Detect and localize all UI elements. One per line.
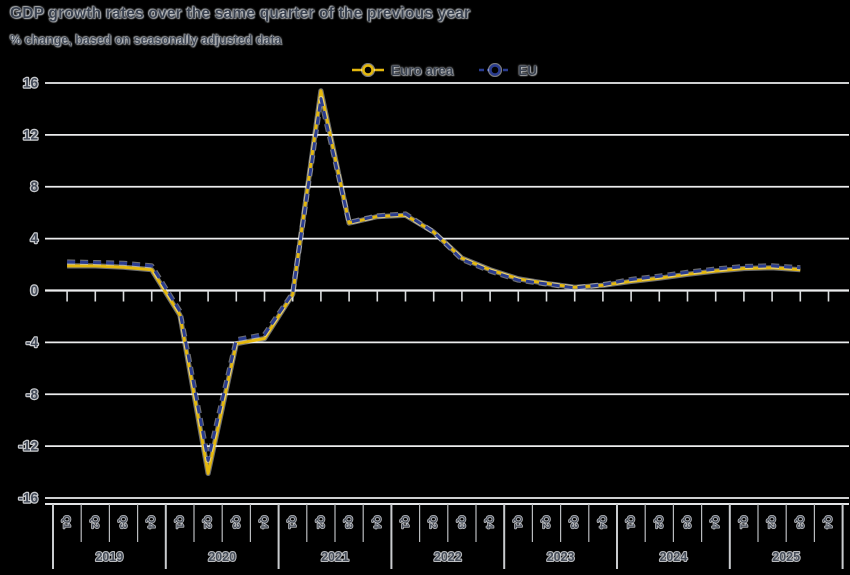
- legend-item-eu: EU: [479, 63, 537, 78]
- x-axis-year-label: 2022: [434, 550, 462, 564]
- y-axis-tick-label: 0: [30, 283, 38, 298]
- x-axis-quarter-label: Q4: [822, 515, 833, 529]
- series-line-halo: [67, 96, 801, 463]
- x-axis-quarter-label: Q3: [681, 515, 692, 529]
- euro-area-line-marker-icon: [352, 63, 384, 77]
- chart-legend: Euro area EU: [352, 61, 537, 79]
- series-line-euro-area: [67, 89, 801, 475]
- x-axis-quarter-label: Q4: [145, 515, 156, 529]
- x-axis-quarter-label: Q2: [427, 515, 438, 529]
- chart-title: GDP growth rates over the same quarter o…: [10, 5, 471, 22]
- x-axis-quarter-label: Q1: [512, 515, 523, 529]
- x-axis-quarter-label: Q2: [314, 515, 325, 529]
- x-axis-year-label: 2025: [772, 550, 800, 564]
- x-axis-quarter-label: Q1: [737, 515, 748, 529]
- series-line-eu: [67, 97, 801, 462]
- x-axis-quarter-label: Q1: [286, 515, 297, 529]
- x-axis-quarter-label: Q3: [568, 515, 579, 529]
- x-axis-quarter-label: Q3: [230, 515, 241, 529]
- eu-line-marker-icon: [479, 63, 512, 77]
- x-axis-quarter-label: Q3: [343, 515, 354, 529]
- x-axis-quarter-label: Q4: [709, 515, 720, 529]
- x-axis-quarter-label: Q3: [455, 515, 466, 529]
- x-axis-quarter-label: Q3: [794, 515, 805, 529]
- x-axis-quarter-label: Q2: [202, 515, 213, 529]
- legend-label-euro-area: Euro area: [391, 62, 454, 78]
- legend-label-eu: EU: [518, 62, 538, 78]
- y-axis-tick-label: 4: [30, 231, 38, 246]
- x-axis-year-label: 2019: [95, 550, 123, 564]
- x-axis-year-label: 2023: [547, 550, 575, 564]
- x-axis-year-label: 2021: [321, 550, 349, 564]
- x-axis-quarter-label: Q4: [371, 515, 382, 529]
- x-axis-quarter-label: Q2: [766, 515, 777, 529]
- x-axis-quarter-label: Q1: [61, 515, 72, 529]
- chart-subtitle: % change, based on seasonally adjusted d…: [10, 33, 282, 47]
- x-axis-quarter-label: Q4: [596, 515, 607, 529]
- x-axis-quarter-label: Q4: [258, 515, 269, 529]
- x-axis-quarter-label: Q3: [117, 515, 128, 529]
- x-axis-year-label: 2024: [659, 550, 687, 564]
- y-axis-tick-label: 8: [30, 179, 38, 194]
- x-axis-quarter-label: Q1: [173, 515, 184, 529]
- y-axis-tick-label: -12: [18, 439, 38, 454]
- y-axis-tick-label: 16: [23, 75, 39, 90]
- x-axis-quarter-label: Q2: [653, 515, 664, 529]
- legend-item-euro-area: Euro area: [352, 63, 453, 78]
- x-axis-quarter-label: Q2: [89, 515, 100, 529]
- x-axis-quarter-label: Q2: [540, 515, 551, 529]
- x-axis-quarter-label: Q4: [484, 515, 495, 529]
- x-axis-year-label: 2020: [208, 550, 236, 564]
- y-axis-tick-label: -16: [18, 491, 38, 506]
- x-axis-quarter-label: Q1: [399, 515, 410, 529]
- y-axis-tick-label: 12: [23, 127, 38, 142]
- series-line-halo: [67, 88, 801, 476]
- y-axis-tick-label: -8: [26, 387, 38, 402]
- x-axis-quarter-label: Q1: [625, 515, 636, 529]
- y-axis-tick-label: -4: [26, 335, 38, 350]
